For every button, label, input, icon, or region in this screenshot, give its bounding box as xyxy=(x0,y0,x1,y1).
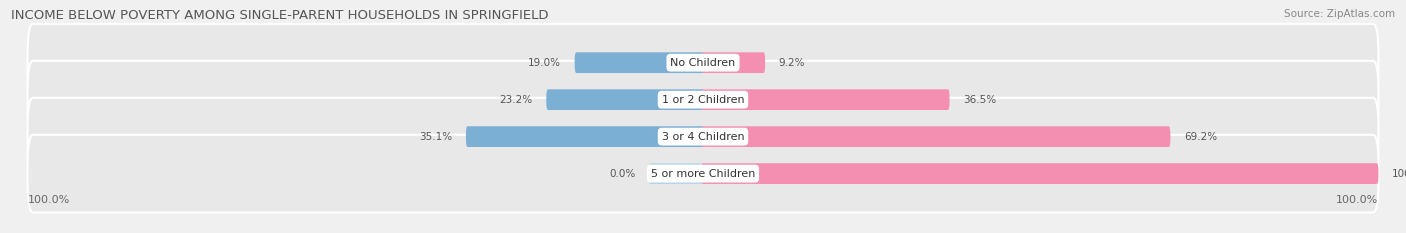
Text: 5 or more Children: 5 or more Children xyxy=(651,169,755,179)
Text: 1 or 2 Children: 1 or 2 Children xyxy=(662,95,744,105)
Text: 69.2%: 69.2% xyxy=(1184,132,1218,142)
FancyBboxPatch shape xyxy=(702,163,1378,184)
Text: 100.0%: 100.0% xyxy=(1392,169,1406,179)
Text: 9.2%: 9.2% xyxy=(779,58,806,68)
FancyBboxPatch shape xyxy=(28,24,1378,102)
FancyBboxPatch shape xyxy=(650,163,704,184)
Text: 100.0%: 100.0% xyxy=(28,195,70,205)
Text: 35.1%: 35.1% xyxy=(419,132,453,142)
FancyBboxPatch shape xyxy=(465,126,704,147)
Text: 3 or 4 Children: 3 or 4 Children xyxy=(662,132,744,142)
Text: 19.0%: 19.0% xyxy=(529,58,561,68)
Text: 36.5%: 36.5% xyxy=(963,95,997,105)
FancyBboxPatch shape xyxy=(28,61,1378,138)
Text: No Children: No Children xyxy=(671,58,735,68)
FancyBboxPatch shape xyxy=(575,52,704,73)
Text: Source: ZipAtlas.com: Source: ZipAtlas.com xyxy=(1284,9,1395,19)
Text: INCOME BELOW POVERTY AMONG SINGLE-PARENT HOUSEHOLDS IN SPRINGFIELD: INCOME BELOW POVERTY AMONG SINGLE-PARENT… xyxy=(11,9,548,22)
FancyBboxPatch shape xyxy=(702,52,765,73)
Text: 0.0%: 0.0% xyxy=(609,169,636,179)
FancyBboxPatch shape xyxy=(28,135,1378,212)
FancyBboxPatch shape xyxy=(547,89,704,110)
Text: 23.2%: 23.2% xyxy=(499,95,533,105)
FancyBboxPatch shape xyxy=(702,89,949,110)
FancyBboxPatch shape xyxy=(702,126,1170,147)
FancyBboxPatch shape xyxy=(28,98,1378,175)
Text: 100.0%: 100.0% xyxy=(1336,195,1378,205)
